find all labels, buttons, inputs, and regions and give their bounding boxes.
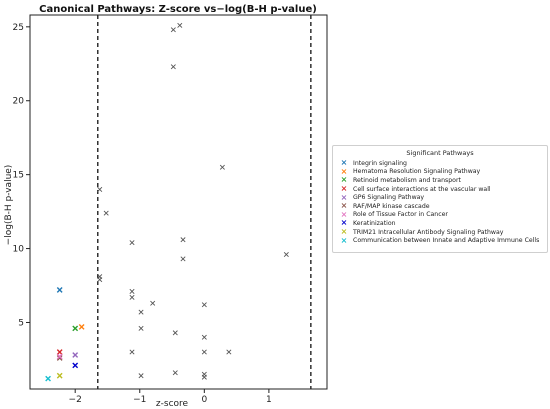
- legend-item-label: Retinoid metabolism and transport: [353, 176, 461, 184]
- data-point-highlighted: [72, 362, 79, 369]
- data-point-other: [129, 240, 135, 246]
- data-point-highlighted: [72, 352, 79, 358]
- data-point-highlighted: [56, 353, 63, 360]
- y-tick-label: 25: [13, 23, 24, 33]
- data-point-other: [138, 309, 144, 315]
- data-point-other: [201, 349, 207, 355]
- data-points: [45, 22, 289, 382]
- data-point-other: [97, 277, 103, 283]
- data-point-other: [97, 186, 103, 192]
- data-point-other: [201, 334, 207, 340]
- y-tick-label: 5: [18, 318, 24, 328]
- legend-item-label: Cell surface interactions at the vascula…: [353, 185, 491, 193]
- data-point-highlighted: [56, 287, 63, 293]
- legend-item-label: Communication between Innate and Adaptiv…: [353, 237, 540, 245]
- data-point-other: [219, 164, 225, 170]
- x-marker-icon: ×: [340, 166, 348, 176]
- data-point-other: [138, 325, 144, 331]
- plot-frame: [29, 14, 328, 390]
- data-point-highlighted: [45, 375, 51, 382]
- x-marker-icon: ×: [340, 218, 348, 228]
- data-point-other: [177, 22, 183, 28]
- data-point-other: [201, 374, 207, 380]
- data-point-other: [103, 210, 109, 216]
- data-point-other: [180, 256, 186, 262]
- x-marker-icon: ×: [340, 175, 348, 185]
- legend-item: × Keratinization: [338, 219, 542, 228]
- y-tick-label: 20: [13, 97, 25, 107]
- data-point-other: [138, 373, 144, 379]
- x-marker-icon: ×: [340, 209, 348, 219]
- legend-items: × Integrin signaling × Hematoma Resolution …: [338, 159, 542, 245]
- data-point-highlighted: [56, 372, 63, 379]
- x-marker-icon: ×: [340, 235, 348, 245]
- x-tick-label: −1: [133, 395, 146, 405]
- data-point-other: [180, 237, 186, 243]
- legend-item-label: Keratinization: [353, 219, 396, 227]
- legend-item: × Retinoid metabolism and transport: [338, 176, 542, 185]
- data-point-highlighted: [78, 324, 85, 330]
- x-tick-label: −2: [69, 395, 82, 405]
- legend-item-label: GP6 Signaling Pathway: [353, 194, 425, 202]
- data-point-other: [172, 330, 178, 336]
- legend-item: × Cell surface interactions at the vascul…: [338, 185, 542, 194]
- data-point-other: [129, 294, 135, 300]
- x-marker-icon: ×: [340, 227, 348, 237]
- data-point-highlighted: [72, 325, 79, 332]
- data-point-other: [226, 349, 232, 355]
- data-point-other: [129, 349, 135, 355]
- x-tick-label: 1: [266, 395, 272, 405]
- legend-item-label: TRIM21 Intracellular Antibody Signaling …: [353, 228, 504, 236]
- legend-title: Significant Pathways: [406, 149, 474, 157]
- legend-item: × Communication between Innate and Adapti…: [338, 236, 542, 245]
- legend-item: × GP6 Signaling Pathway: [338, 193, 542, 202]
- chart-title: Canonical Pathways: Z-score vs−log(B-H p…: [39, 4, 317, 15]
- y-tick-label: 10: [13, 245, 25, 255]
- legend-item: × TRIM21 Intracellular Antibody Signaling…: [338, 228, 542, 237]
- legend-item: × RAF/MAP kinase cascade: [338, 202, 542, 211]
- plot-area: [97, 15, 312, 389]
- data-point-other: [201, 302, 207, 308]
- x-marker-icon: ×: [340, 192, 348, 202]
- legend: Significant Pathways × Integrin signaling…: [332, 145, 548, 253]
- data-point-other: [150, 300, 156, 306]
- x-marker-icon: ×: [340, 184, 348, 194]
- legend-item: × Integrin signaling: [338, 159, 542, 168]
- x-marker-icon: ×: [340, 201, 348, 211]
- legend-item: × Hematoma Resolution Signaling Pathway: [338, 166, 542, 177]
- legend-item: × Role of Tissue Factor in Cancer: [338, 209, 542, 220]
- x-axis-title: z-score: [156, 399, 189, 409]
- x-marker-icon: ×: [340, 158, 348, 168]
- legend-item-label: Role of Tissue Factor in Cancer: [353, 211, 448, 219]
- data-point-other: [129, 288, 135, 294]
- data-point-other: [172, 370, 178, 376]
- y-axis-title: −log(B-H p-value): [4, 165, 14, 246]
- data-point-highlighted: [56, 355, 63, 361]
- legend-item-label: Hematoma Resolution Signaling Pathway: [353, 168, 481, 176]
- data-point-other: [283, 251, 289, 257]
- legend-item-label: Integrin signaling: [353, 159, 407, 167]
- data-point-other: [170, 64, 176, 70]
- x-tick-label: 0: [201, 395, 207, 405]
- data-point-other: [170, 27, 176, 33]
- data-point-highlighted: [56, 349, 63, 355]
- y-tick-label: 15: [13, 171, 24, 181]
- legend-item-label: RAF/MAP kinase cascade: [353, 202, 430, 210]
